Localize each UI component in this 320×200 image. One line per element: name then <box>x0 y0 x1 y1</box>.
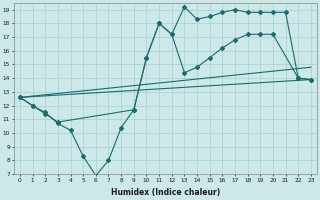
X-axis label: Humidex (Indice chaleur): Humidex (Indice chaleur) <box>111 188 220 197</box>
